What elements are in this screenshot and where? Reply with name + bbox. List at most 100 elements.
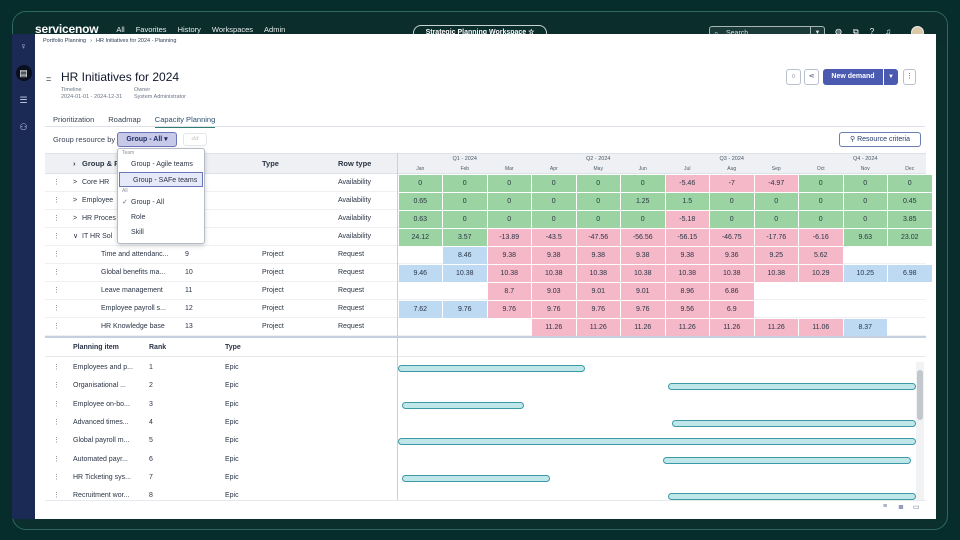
capacity-cell[interactable]: 0 <box>799 175 843 192</box>
capacity-cell[interactable]: 10.25 <box>843 265 887 282</box>
capacity-cell[interactable]: -46.75 <box>710 229 754 246</box>
capacity-cell[interactable]: 7.62 <box>398 301 442 318</box>
capacity-cell[interactable]: 10.38 <box>621 265 665 282</box>
capacity-cell[interactable]: 6.9 <box>710 301 754 318</box>
dropdown-option-agile-teams[interactable]: Group - Agile teams <box>131 161 193 168</box>
capacity-cell[interactable]: 8.7 <box>487 283 531 300</box>
capacity-cell[interactable]: 0 <box>532 193 576 210</box>
capacity-cell[interactable]: 11.26 <box>754 319 798 336</box>
capacity-cell[interactable]: -43.5 <box>532 229 576 246</box>
capacity-cell[interactable]: -5.46 <box>665 175 709 192</box>
capacity-cell[interactable]: 9.63 <box>843 229 887 246</box>
resource-criteria-button[interactable]: ⚲ Resource criteria <box>839 132 921 147</box>
capacity-cell[interactable]: 0 <box>710 211 754 228</box>
gantt-bar[interactable] <box>667 383 916 391</box>
capacity-cell[interactable]: 0 <box>443 175 487 192</box>
share-button[interactable]: ⋖ <box>804 69 819 85</box>
capacity-cell[interactable]: 8.37 <box>843 319 887 336</box>
gantt-bar[interactable] <box>398 438 916 446</box>
nav-all[interactable]: All <box>116 24 125 34</box>
capacity-cell[interactable]: 0 <box>487 193 531 210</box>
capacity-cell[interactable]: 9.38 <box>621 247 665 264</box>
dropdown-option-role[interactable]: Role <box>131 214 146 221</box>
capacity-cell[interactable]: 10.38 <box>532 265 576 282</box>
capacity-cell[interactable]: 0 <box>888 175 932 192</box>
new-demand-dropdown[interactable]: ▼ <box>884 69 898 85</box>
capacity-cell[interactable]: -13.89 <box>487 229 531 246</box>
briefcase-icon[interactable]: ▤ <box>15 65 32 81</box>
gantt-bar[interactable] <box>667 493 916 500</box>
capacity-cell[interactable]: 24.12 <box>398 229 442 246</box>
capacity-cell[interactable]: 0.63 <box>398 211 442 228</box>
capacity-cell[interactable]: 0 <box>621 211 665 228</box>
row-menu-icon[interactable]: ⋮ <box>53 418 60 426</box>
view-expand-icon[interactable]: ▭ <box>913 504 920 511</box>
capacity-cell[interactable]: 9.38 <box>487 247 531 264</box>
capacity-cell[interactable]: -5.18 <box>665 211 709 228</box>
row-menu-icon[interactable]: ⋮ <box>53 215 60 222</box>
capacity-cell[interactable]: -7 <box>710 175 754 192</box>
capacity-cell[interactable]: -4.97 <box>754 175 798 192</box>
nav-favorites[interactable]: Favorites <box>135 24 167 34</box>
dropdown-option-group-all[interactable]: ✓ Group - All <box>118 195 204 210</box>
capacity-cell[interactable]: 0 <box>398 175 442 192</box>
nav-workspaces[interactable]: Workspaces <box>211 24 254 34</box>
row-menu-icon[interactable]: ⋮ <box>53 305 60 312</box>
capacity-cell[interactable]: 9.25 <box>754 247 798 264</box>
table-row[interactable]: ⋮ Global benefits ma... 10 Project Request 9.… <box>45 264 932 282</box>
gantt-bar[interactable] <box>398 365 586 372</box>
capacity-cell[interactable]: 10.38 <box>576 265 620 282</box>
expand-caret-icon[interactable]: > <box>73 179 78 186</box>
table-row[interactable]: ⋮ > Core HR Availability 0 0 0 0 0 0 -5.46 -7 -4.97 0… <box>45 174 932 192</box>
capacity-cell[interactable]: 0 <box>621 175 665 192</box>
row-menu-icon[interactable]: ⋮ <box>53 251 60 258</box>
table-row[interactable]: ⋮ Time and attendanc... 9 Project Request 8.4… <box>45 246 926 264</box>
list-item[interactable]: ⋮ Organisational ... 2 Epic <box>45 377 916 395</box>
capacity-cell[interactable]: 1.5 <box>665 193 709 210</box>
capacity-cell[interactable]: 11.26 <box>710 319 754 336</box>
capacity-cell[interactable]: 0 <box>576 211 620 228</box>
capacity-cell[interactable]: 9.01 <box>621 283 665 300</box>
comment-button[interactable]: ○ <box>786 69 801 85</box>
capacity-cell[interactable]: 0 <box>754 193 798 210</box>
capacity-cell[interactable]: 9.03 <box>532 283 576 300</box>
capacity-cell[interactable]: 0.45 <box>888 193 932 210</box>
expand-caret-icon[interactable]: ∨ <box>73 233 79 240</box>
list-item[interactable]: ⋮ Employee on-bo... 3 Epic <box>45 396 916 414</box>
capacity-cell[interactable]: 9.38 <box>665 247 709 264</box>
capacity-cell[interactable]: 6.98 <box>888 265 932 282</box>
capacity-cell[interactable]: 8.46 <box>443 247 487 264</box>
menu-icon[interactable]: = <box>46 74 52 84</box>
scrollbar[interactable] <box>916 362 924 500</box>
capacity-cell[interactable]: 0 <box>799 193 843 210</box>
globe-icon[interactable]: ◍ <box>835 27 842 36</box>
row-menu-icon[interactable]: ⋮ <box>53 455 60 463</box>
help-icon[interactable]: ? <box>869 27 875 36</box>
capacity-cell[interactable]: 9.76 <box>576 301 620 318</box>
table-row[interactable]: ⋮ > HR Proces Availability 0.63 0 0 0 0 0 -5.18 0 0 0… <box>45 210 932 228</box>
list-item[interactable]: ⋮ Advanced times... 4 Epic <box>45 414 916 432</box>
capacity-cell[interactable]: -56.56 <box>621 229 665 246</box>
capacity-cell[interactable]: 0 <box>532 175 576 192</box>
capacity-cell[interactable]: 9.76 <box>532 301 576 318</box>
capacity-cell[interactable]: 10.38 <box>443 265 487 282</box>
capacity-cell[interactable]: 9.76 <box>487 301 531 318</box>
table-row[interactable]: ⋮ > Employee Availability 0.65 0 0 0 0 1.25 1.5 0 0 0… <box>45 192 932 210</box>
table-row[interactable]: ⋮ HR Knowledge base 13 Project Request 11.26 1… <box>45 318 926 336</box>
capacity-cell[interactable]: 0 <box>843 193 887 210</box>
header-caret[interactable]: › <box>73 159 76 168</box>
capacity-cell[interactable]: 0 <box>532 211 576 228</box>
capacity-cell[interactable]: 11.26 <box>621 319 665 336</box>
capacity-cell[interactable]: 0 <box>443 193 487 210</box>
row-menu-icon[interactable]: ⋮ <box>53 179 60 186</box>
capacity-cell[interactable]: 9.38 <box>532 247 576 264</box>
capacity-cell[interactable]: 9.76 <box>443 301 487 318</box>
capacity-cell[interactable]: 11.26 <box>532 319 576 336</box>
capacity-cell[interactable]: 9.76 <box>621 301 665 318</box>
row-menu-icon[interactable]: ⋮ <box>53 287 60 294</box>
people-icon[interactable]: ⚇ <box>19 122 28 132</box>
capacity-cell[interactable]: 23.02 <box>888 229 932 246</box>
capacity-cell[interactable]: 10.38 <box>665 265 709 282</box>
gantt-bar[interactable] <box>402 401 525 409</box>
row-menu-icon[interactable]: ⋮ <box>53 382 60 390</box>
